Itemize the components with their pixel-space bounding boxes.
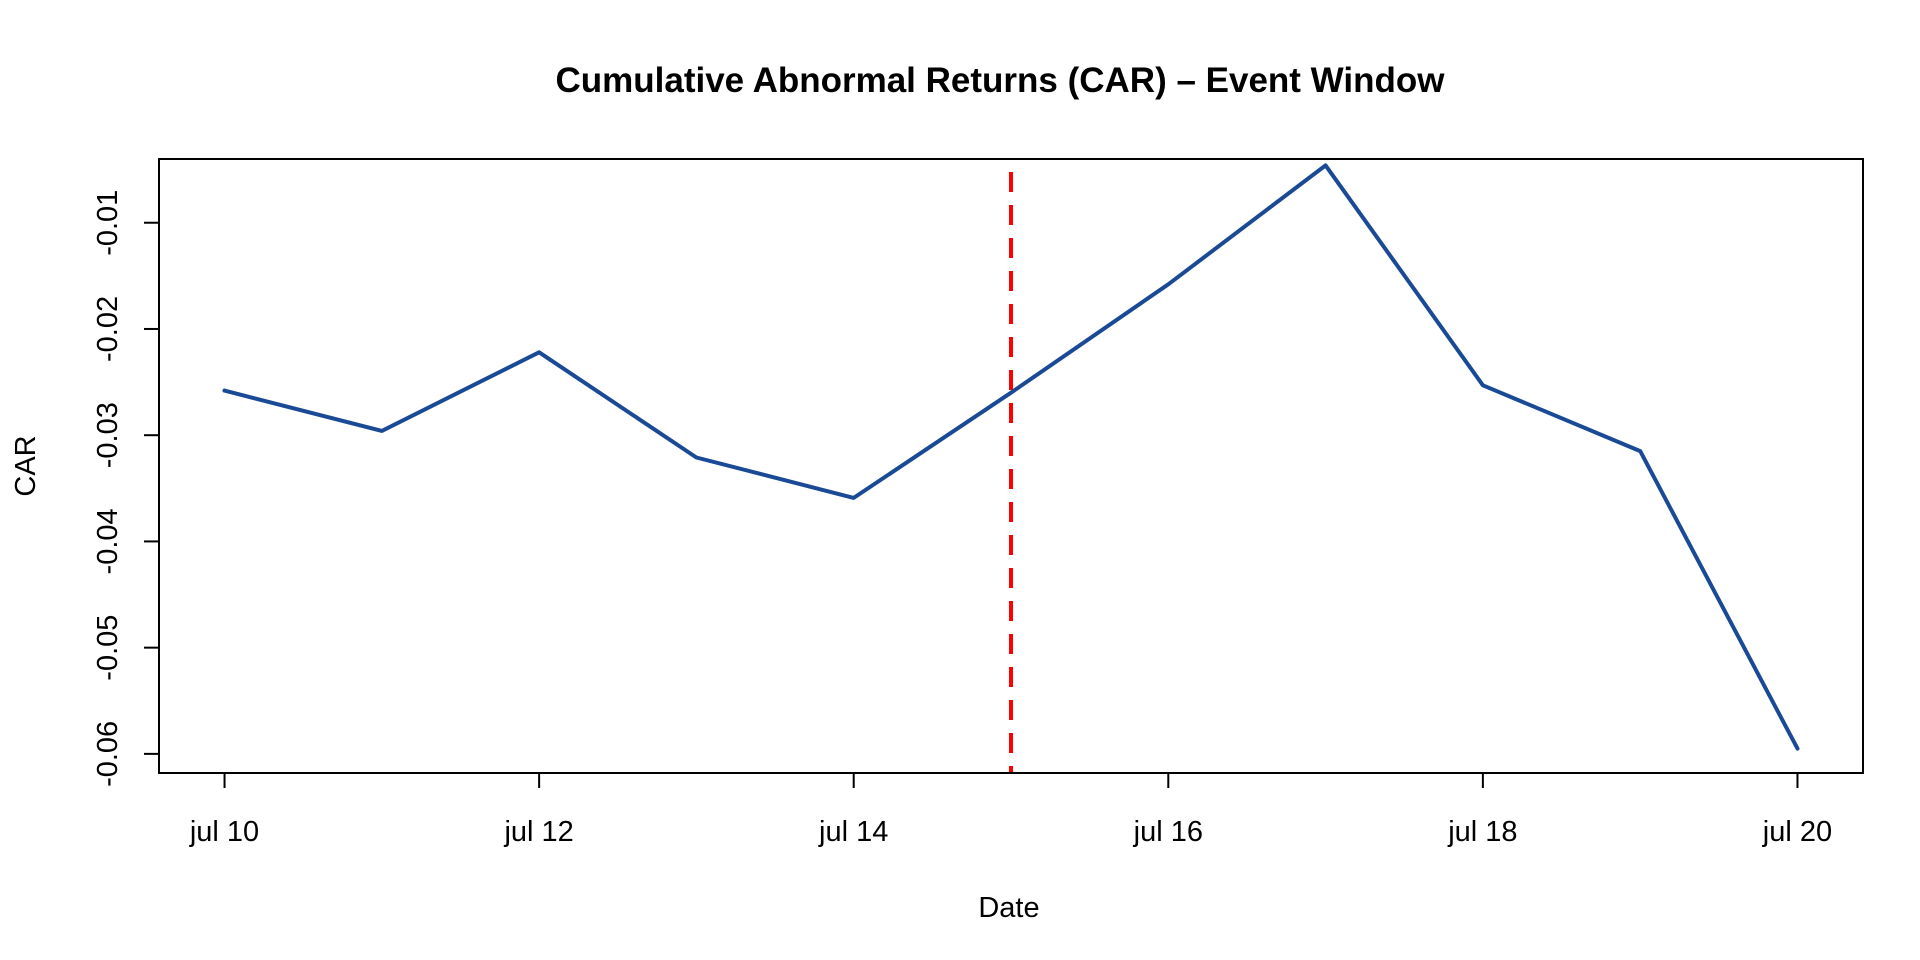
y-tick-label: -0.02 [92, 296, 124, 362]
y-tick-label: -0.05 [92, 615, 124, 681]
y-tick-label: -0.06 [92, 721, 124, 787]
x-tick-label: jul 14 [818, 816, 888, 848]
axes: jul 10 jul 12 jul 14 jul 16 jul 18 jul 20 -0.0… [92, 190, 1832, 848]
x-axis-label: Date [978, 892, 1039, 924]
car-series-line [222, 163, 1800, 751]
x-tick-label: jul 18 [1447, 816, 1517, 848]
y-axis-label: CAR [10, 435, 42, 496]
x-tick-label: jul 20 [1762, 816, 1832, 848]
chart-title: Cumulative Abnormal Returns (CAR) – Even… [555, 61, 1445, 100]
chart-marks [222, 163, 1800, 773]
x-tick-label: jul 12 [503, 816, 573, 848]
y-tick-label: -0.04 [92, 508, 124, 574]
plot-frame [158, 158, 1864, 774]
x-tick-label: jul 16 [1133, 816, 1203, 848]
y-tick-label: -0.03 [92, 402, 124, 468]
x-tick-label: jul 10 [189, 816, 259, 848]
y-tick-label: -0.01 [92, 190, 124, 256]
